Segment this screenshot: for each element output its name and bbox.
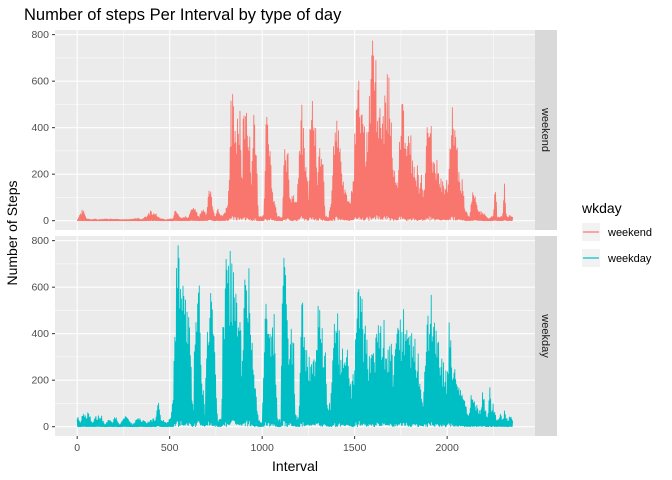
y-tick-label: 400 bbox=[31, 328, 49, 340]
y-tick-label: 800 bbox=[31, 29, 49, 41]
y-tick-label: 600 bbox=[31, 282, 49, 294]
panel-weekend: weekend 0 200 400 600 800 bbox=[31, 29, 557, 230]
panel-weekday-strip bbox=[535, 236, 557, 436]
x-tick-label: 1500 bbox=[343, 442, 367, 454]
panel-weekday-y-axis: 0 200 400 600 800 bbox=[31, 235, 55, 433]
panel-weekday-series bbox=[76, 245, 514, 428]
y-tick-label: 400 bbox=[31, 122, 49, 134]
x-axis: 0 500 1000 1500 2000 bbox=[74, 436, 459, 454]
y-tick-label: 200 bbox=[31, 375, 49, 387]
x-tick-label: 1000 bbox=[250, 442, 274, 454]
panel-weekday-strip-label: weekday bbox=[539, 313, 551, 358]
series-line-weekend bbox=[76, 40, 514, 222]
y-tick-label: 800 bbox=[31, 235, 49, 247]
y-tick-label: 0 bbox=[43, 421, 49, 433]
y-tick-label: 600 bbox=[31, 76, 49, 88]
panel-weekday: weekday 0 200 400 600 800 bbox=[31, 235, 557, 436]
panel-weekend-strip bbox=[535, 30, 557, 230]
legend: wkday weekend weekday bbox=[581, 200, 652, 267]
legend-label-weekend: weekend bbox=[607, 227, 652, 239]
series-line-weekday bbox=[76, 245, 514, 428]
legend-entry-weekend: weekend bbox=[582, 223, 652, 241]
panel-weekend-strip-label: weekend bbox=[539, 107, 551, 152]
legend-label-weekday: weekday bbox=[607, 253, 652, 265]
panel-weekend-series bbox=[76, 40, 514, 222]
legend-title: wkday bbox=[581, 200, 622, 216]
panel-weekend-y-axis: 0 200 400 600 800 bbox=[31, 29, 55, 227]
x-tick-label: 500 bbox=[161, 442, 179, 454]
x-tick-label: 0 bbox=[74, 442, 80, 454]
y-tick-label: 200 bbox=[31, 169, 49, 181]
x-tick-label: 2000 bbox=[435, 442, 459, 454]
chart-title: Number of steps Per Interval by type of … bbox=[24, 6, 342, 24]
y-axis-label: Number of Steps bbox=[4, 180, 20, 285]
legend-entry-weekday: weekday bbox=[582, 249, 652, 267]
y-tick-label: 0 bbox=[43, 215, 49, 227]
x-axis-label: Interval bbox=[272, 458, 318, 474]
